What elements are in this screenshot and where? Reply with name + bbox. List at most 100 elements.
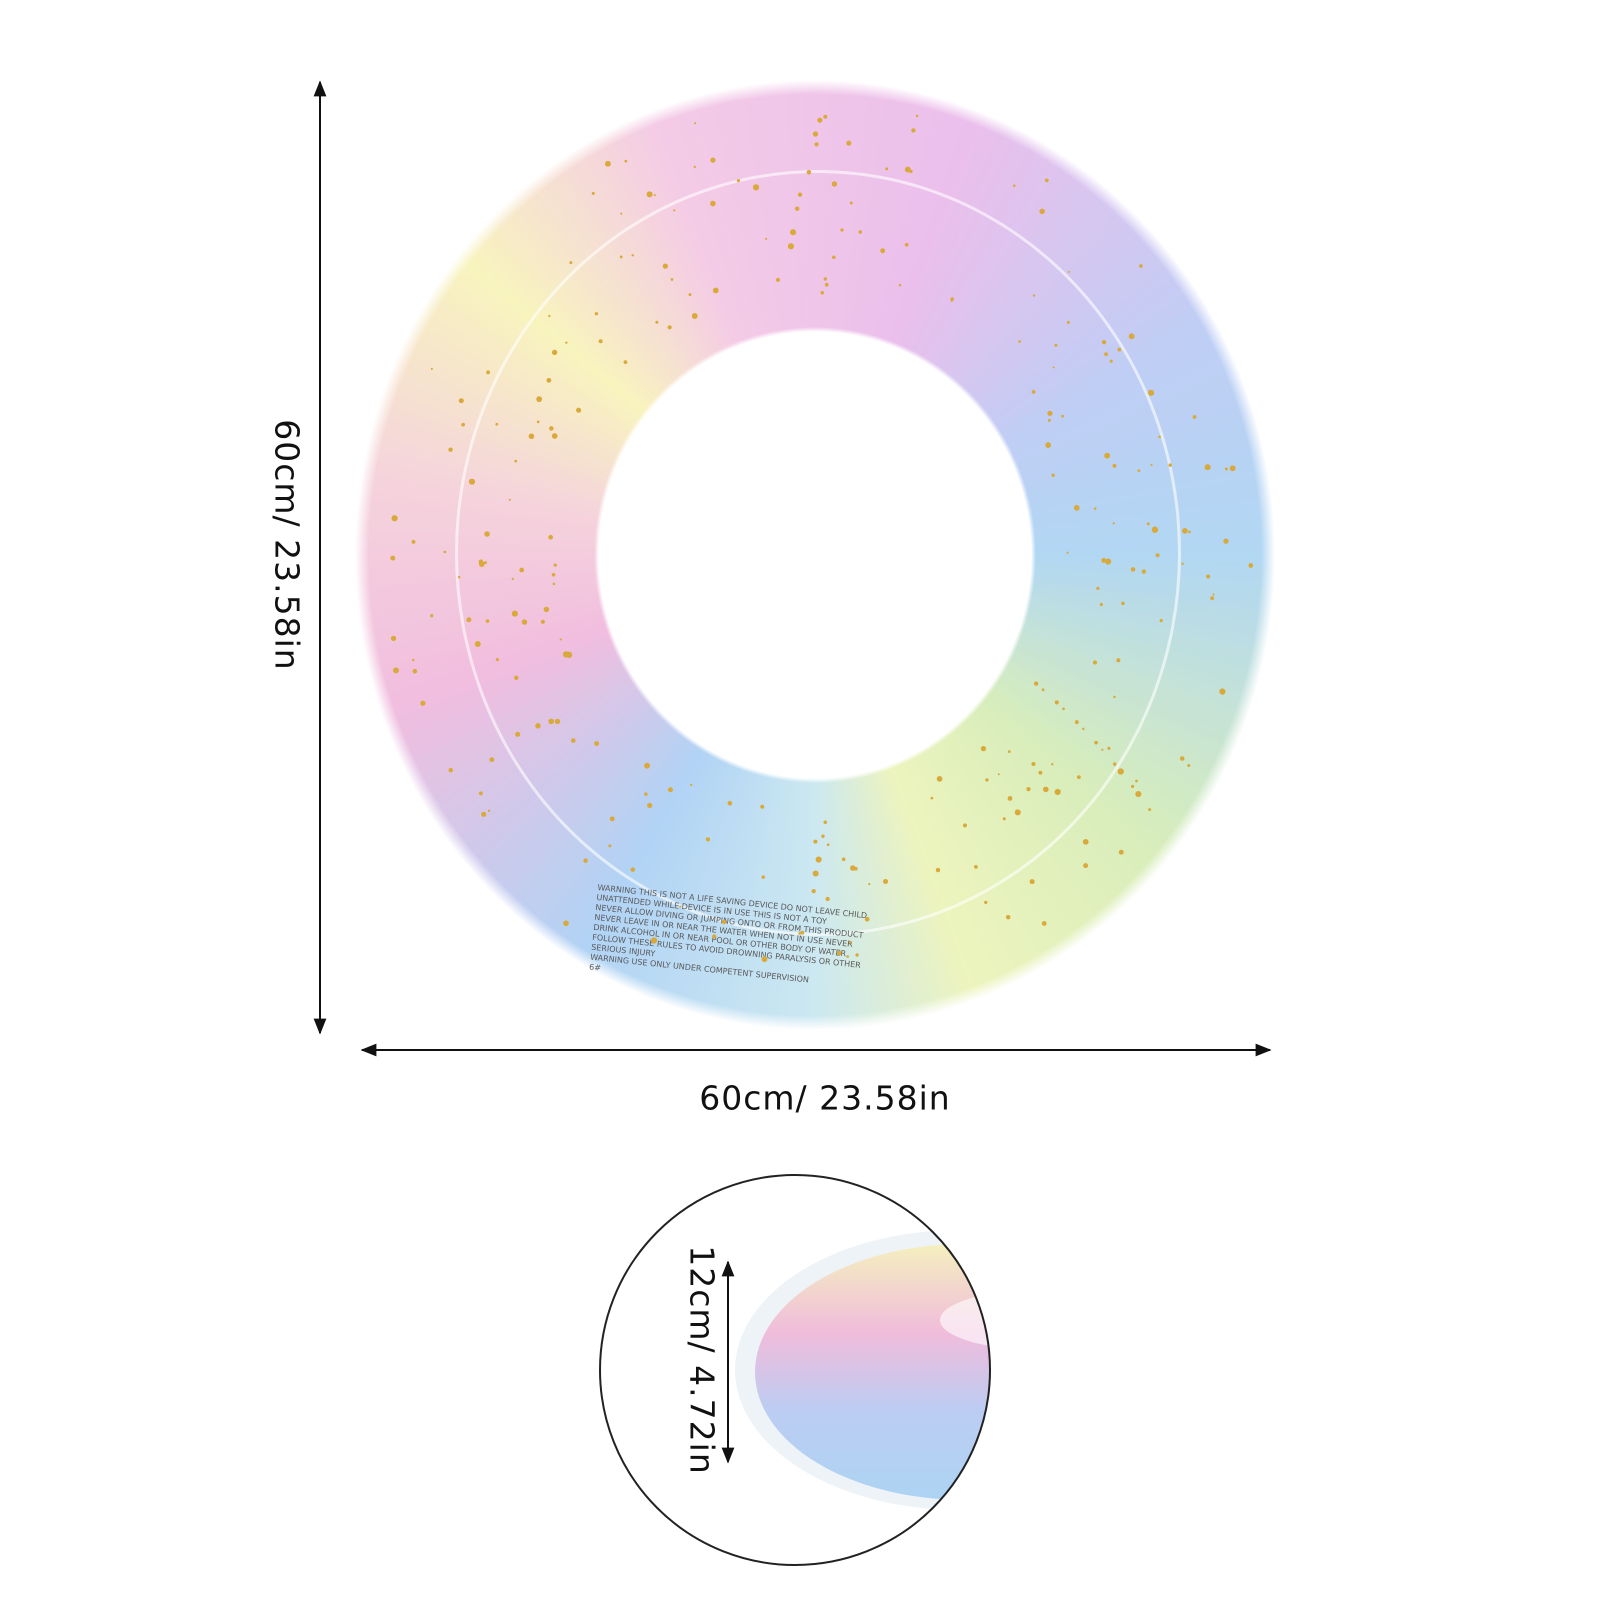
glitter-dot — [1130, 567, 1136, 572]
glitter-dot — [880, 248, 886, 254]
glitter-dot — [1147, 389, 1155, 396]
glitter-dot — [1047, 410, 1053, 416]
glitter-dot — [644, 792, 648, 796]
glitter-dot — [868, 883, 871, 886]
glitter-dot — [846, 140, 852, 146]
glitter-dot — [594, 741, 600, 746]
glitter-dot — [466, 617, 472, 623]
glitter-dot — [483, 561, 487, 565]
glitter-dot — [1179, 756, 1185, 761]
glitter-dot — [1041, 688, 1045, 692]
glitter-dot — [653, 194, 656, 197]
glitter-dot — [1066, 551, 1069, 554]
glitter-dot — [489, 757, 495, 763]
glitter-dot — [1032, 294, 1036, 297]
glitter-dot — [825, 896, 830, 902]
glitter-dot — [553, 563, 557, 567]
glitter-dot — [727, 800, 733, 806]
glitter-dot — [911, 128, 916, 133]
glitter-dot — [930, 796, 934, 800]
glitter-dot — [412, 668, 418, 674]
glitter-dot — [514, 459, 518, 463]
glitter-dot — [1101, 558, 1107, 563]
glitter-dot — [594, 312, 599, 316]
glitter-dot — [984, 900, 988, 905]
glitter-dot — [688, 293, 692, 297]
glitter-dot — [551, 573, 556, 577]
glitter-dot — [1105, 558, 1112, 565]
glitter-dot — [551, 433, 558, 439]
glitter-dot — [487, 809, 491, 813]
glitter-dot — [1135, 791, 1142, 798]
glitter-dot — [667, 787, 673, 793]
glitter-dot — [1101, 340, 1107, 345]
glitter-dot — [646, 191, 653, 198]
glitter-dot — [511, 610, 518, 617]
glitter-dot — [548, 534, 553, 540]
glitter-dot — [571, 738, 576, 743]
glitter-dot — [980, 746, 987, 752]
glitter — [390, 114, 1254, 963]
glitter-dot — [936, 776, 943, 782]
glitter-dot — [1112, 522, 1115, 525]
glitter-dot — [898, 283, 902, 287]
glitter-dot — [391, 515, 398, 522]
glitter-dot — [813, 839, 818, 844]
glitter-dot — [1148, 808, 1152, 812]
ring-highlight — [455, 170, 1181, 936]
glitter-dot — [1033, 681, 1039, 686]
glitter-dot — [624, 159, 628, 163]
glitter-dot — [1117, 768, 1124, 775]
glitter-dot — [710, 200, 716, 207]
width-label: 60cm/ 23.58in — [699, 1079, 950, 1118]
glitter-dot — [644, 762, 650, 769]
glitter-dot — [411, 539, 416, 544]
glitter-dot — [458, 398, 464, 404]
glitter-dot — [576, 407, 582, 413]
glitter-dot — [591, 191, 595, 195]
glitter-dot — [1112, 463, 1117, 468]
glitter-dot — [1219, 688, 1226, 695]
glitter-dot — [710, 157, 716, 163]
glitter-dot — [1005, 914, 1011, 920]
glitter-dot — [826, 843, 830, 847]
glitter-dot — [1014, 809, 1021, 816]
glitter-dot — [1104, 352, 1109, 357]
glitter-dot — [1093, 507, 1097, 510]
glitter-dot — [495, 658, 499, 662]
glitter-dot — [1150, 463, 1153, 466]
glitter-dot — [443, 550, 447, 554]
glitter-dot — [1113, 695, 1116, 699]
glitter-dot — [1047, 418, 1051, 422]
glitter-dot — [565, 341, 568, 344]
glitter-dot — [736, 179, 741, 183]
glitter-dot — [885, 167, 889, 171]
glitter-dot — [540, 619, 545, 624]
glitter-dot — [620, 212, 623, 215]
glitter-dot — [798, 932, 801, 935]
glitter-dot — [1182, 528, 1188, 534]
glitter-dot — [1076, 775, 1081, 780]
glitter-dot — [1141, 569, 1147, 574]
glitter-dot — [1155, 553, 1160, 558]
glitter-dot — [823, 820, 828, 825]
glitter-dot — [1038, 770, 1043, 775]
glitter-dot — [997, 773, 1000, 776]
glitter-dot — [1099, 602, 1103, 607]
glitter-dot — [1139, 264, 1143, 268]
glitter-dot — [817, 117, 823, 123]
glitter-dot — [1051, 473, 1055, 477]
height-label: 60cm/ 23.58in — [268, 419, 307, 670]
glitter-dot — [495, 422, 499, 426]
glitter-dot — [823, 114, 828, 119]
glitter-dot — [548, 718, 554, 725]
tube-label: 12cm/ 4.72in — [683, 1245, 722, 1474]
glitter-dot — [823, 277, 828, 281]
glitter-dot — [528, 433, 535, 440]
glitter-dot — [849, 201, 853, 205]
glitter-dot — [673, 209, 676, 212]
glitter-dot — [1135, 779, 1138, 783]
glitter-dot — [478, 791, 483, 796]
